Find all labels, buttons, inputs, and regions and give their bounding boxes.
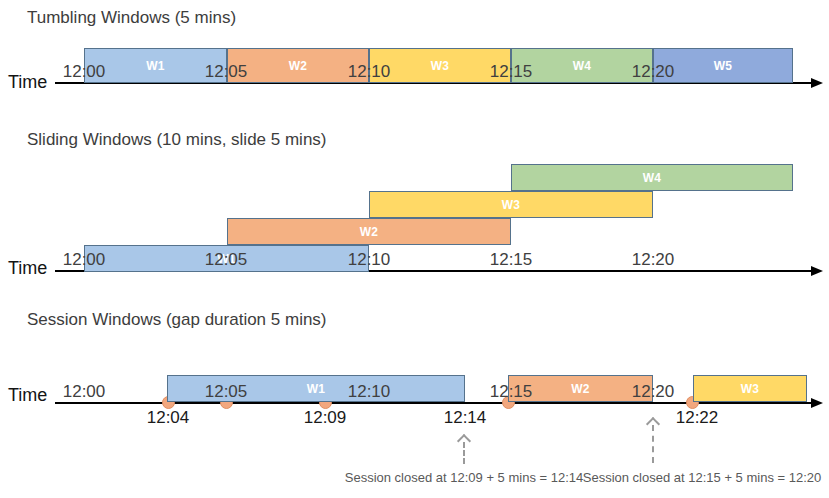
window-label: W3 bbox=[502, 198, 521, 212]
sliding-window-w2: W2 bbox=[227, 218, 511, 245]
session-time-axis-label: Time bbox=[8, 385, 47, 406]
window-label: W3 bbox=[741, 382, 760, 396]
tick-label: 12:20 bbox=[621, 250, 685, 270]
tumbling-section-title: Tumbling Windows (5 mins) bbox=[27, 8, 236, 28]
sliding-timeline-arrow-icon bbox=[811, 266, 823, 276]
sliding-window-w3: W3 bbox=[369, 191, 653, 218]
session-section-title: Session Windows (gap duration 5 mins) bbox=[27, 310, 327, 330]
window-label: W4 bbox=[643, 171, 662, 185]
sliding-time-axis-label: Time bbox=[8, 258, 47, 279]
dashed-arrow-icon bbox=[463, 442, 465, 464]
tick-label: 12:10 bbox=[337, 382, 401, 402]
tick-label: 12:05 bbox=[194, 62, 258, 82]
sliding-section-title: Sliding Windows (10 mins, slide 5 mins) bbox=[27, 130, 327, 150]
event-time-label: 12:09 bbox=[290, 408, 360, 428]
tick-label: 12:05 bbox=[194, 250, 258, 270]
tick-label: 12:00 bbox=[52, 382, 116, 402]
tick-label: 12:05 bbox=[194, 382, 258, 402]
window-label: W1 bbox=[146, 59, 165, 73]
event-time-label: 12:04 bbox=[133, 408, 203, 428]
tumbling-timeline-arrow-icon bbox=[811, 78, 823, 88]
event-time-label: 12:22 bbox=[662, 408, 732, 428]
session-close-annotation: Session closed at 12:15 + 5 mins = 12:20 bbox=[582, 470, 822, 485]
session-window-w3: W3 bbox=[693, 375, 807, 402]
tumbling-time-axis-label: Time bbox=[8, 72, 47, 93]
tick-label: 12:10 bbox=[337, 62, 401, 82]
window-label: W3 bbox=[431, 59, 450, 73]
window-label: W4 bbox=[573, 59, 592, 73]
tick-label: 12:20 bbox=[621, 62, 685, 82]
tick-label: 12:00 bbox=[52, 250, 116, 270]
tick-label: 12:20 bbox=[621, 382, 685, 402]
window-label: W2 bbox=[571, 382, 590, 396]
event-time-label: 12:14 bbox=[430, 408, 500, 428]
window-label: W2 bbox=[360, 225, 379, 239]
session-timeline-arrow-icon bbox=[811, 398, 823, 408]
session-close-annotation: Session closed at 12:09 + 5 mins = 12:14 bbox=[344, 470, 584, 485]
window-label: W1 bbox=[307, 382, 326, 396]
tick-label: 12:15 bbox=[479, 62, 543, 82]
tick-label: 12:00 bbox=[52, 62, 116, 82]
sliding-window-w4: W4 bbox=[511, 164, 793, 191]
windowing-strategies-diagram: Tumbling Windows (5 mins) Time W1 W2 W3 … bbox=[0, 0, 829, 498]
window-label: W2 bbox=[289, 59, 308, 73]
window-label: W5 bbox=[714, 59, 733, 73]
dashed-arrow-icon bbox=[652, 425, 654, 463]
tick-label: 12:15 bbox=[479, 382, 543, 402]
tick-label: 12:10 bbox=[337, 250, 401, 270]
tick-label: 12:15 bbox=[479, 250, 543, 270]
